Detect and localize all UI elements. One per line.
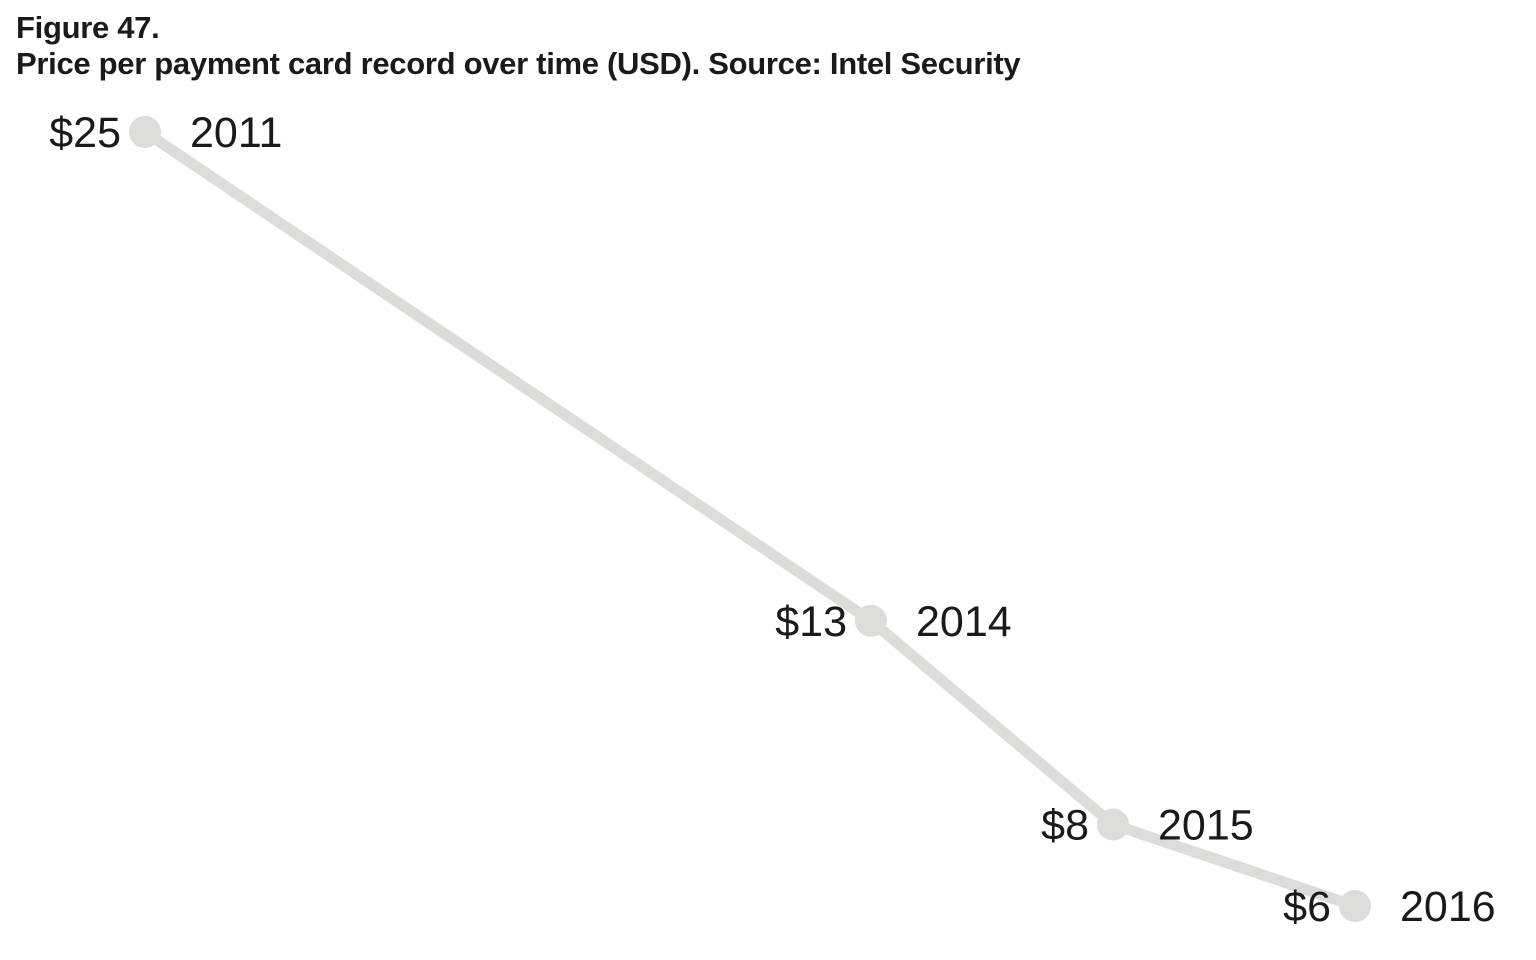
year-label-2016: 2016	[1400, 883, 1496, 931]
value-label-2011: $25	[49, 109, 121, 157]
value-label-2014: $13	[775, 598, 847, 646]
year-label-2011: 2011	[190, 109, 282, 157]
series-line	[139, 126, 1361, 912]
value-label-2016: $6	[1283, 883, 1331, 931]
figure-header: Figure 47. Price per payment card record…	[16, 10, 1516, 82]
figure-title: Price per payment card record over time …	[16, 46, 1021, 81]
value-label-2015: $8	[1041, 802, 1089, 850]
year-label-2015: 2015	[1158, 802, 1254, 850]
data-point-2015	[1097, 808, 1129, 841]
data-point-2016	[1339, 890, 1371, 922]
data-point-2011	[129, 116, 161, 148]
year-label-2014: 2014	[916, 598, 1012, 646]
data-point-2014	[855, 604, 887, 637]
figure-number: Figure 47.	[16, 10, 160, 45]
